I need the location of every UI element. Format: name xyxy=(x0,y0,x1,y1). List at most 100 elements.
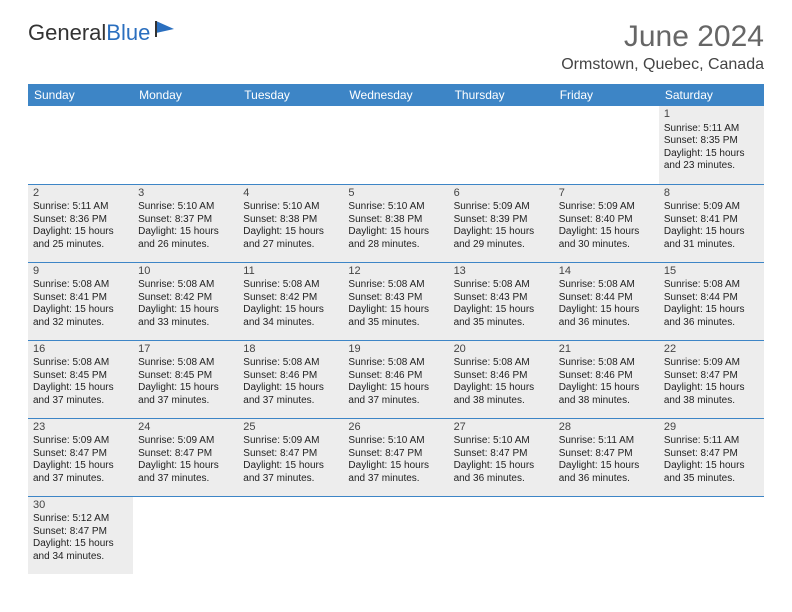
sunrise-text: Sunrise: 5:10 AM xyxy=(243,201,338,214)
sunset-text: Sunset: 8:47 PM xyxy=(664,370,759,383)
calendar-week: 16Sunrise: 5:08 AMSunset: 8:45 PMDayligh… xyxy=(28,340,764,418)
daylight-text: and 35 minutes. xyxy=(348,317,443,330)
day-number: 24 xyxy=(138,421,233,435)
daylight-text: and 35 minutes. xyxy=(454,317,549,330)
sunset-text: Sunset: 8:39 PM xyxy=(454,214,549,227)
day-number: 10 xyxy=(138,265,233,279)
sunset-text: Sunset: 8:42 PM xyxy=(243,292,338,305)
day-number: 9 xyxy=(33,265,128,279)
sunset-text: Sunset: 8:45 PM xyxy=(33,370,128,383)
daylight-text: Daylight: 15 hours xyxy=(33,460,128,473)
sunset-text: Sunset: 8:46 PM xyxy=(243,370,338,383)
calendar-empty-cell xyxy=(449,106,554,184)
calendar-day-cell: 7Sunrise: 5:09 AMSunset: 8:40 PMDaylight… xyxy=(554,184,659,262)
calendar-day-cell: 24Sunrise: 5:09 AMSunset: 8:47 PMDayligh… xyxy=(133,418,238,496)
daylight-text: Daylight: 15 hours xyxy=(243,226,338,239)
sunrise-text: Sunrise: 5:10 AM xyxy=(348,435,443,448)
day-number: 2 xyxy=(33,187,128,201)
sunrise-text: Sunrise: 5:08 AM xyxy=(33,357,128,370)
title-location: Ormstown, Quebec, Canada xyxy=(561,56,764,74)
calendar-day-cell: 15Sunrise: 5:08 AMSunset: 8:44 PMDayligh… xyxy=(659,262,764,340)
sunrise-text: Sunrise: 5:08 AM xyxy=(348,357,443,370)
sunrise-text: Sunrise: 5:10 AM xyxy=(138,201,233,214)
daylight-text: and 37 minutes. xyxy=(138,395,233,408)
daylight-text: Daylight: 15 hours xyxy=(559,226,654,239)
daylight-text: Daylight: 15 hours xyxy=(454,226,549,239)
sunrise-text: Sunrise: 5:08 AM xyxy=(243,279,338,292)
sunset-text: Sunset: 8:43 PM xyxy=(454,292,549,305)
daylight-text: and 33 minutes. xyxy=(138,317,233,330)
daylight-text: Daylight: 15 hours xyxy=(454,304,549,317)
daylight-text: and 37 minutes. xyxy=(33,395,128,408)
calendar-day-cell: 27Sunrise: 5:10 AMSunset: 8:47 PMDayligh… xyxy=(449,418,554,496)
daylight-text: Daylight: 15 hours xyxy=(138,226,233,239)
daylight-text: and 36 minutes. xyxy=(559,317,654,330)
daylight-text: and 26 minutes. xyxy=(138,239,233,252)
sunset-text: Sunset: 8:47 PM xyxy=(348,448,443,461)
sunrise-text: Sunrise: 5:08 AM xyxy=(454,357,549,370)
sunrise-text: Sunrise: 5:09 AM xyxy=(454,201,549,214)
daylight-text: Daylight: 15 hours xyxy=(138,382,233,395)
daylight-text: and 32 minutes. xyxy=(33,317,128,330)
day-number: 1 xyxy=(664,108,759,122)
sunrise-text: Sunrise: 5:08 AM xyxy=(138,279,233,292)
daylight-text: Daylight: 15 hours xyxy=(243,382,338,395)
calendar-week: 2Sunrise: 5:11 AMSunset: 8:36 PMDaylight… xyxy=(28,184,764,262)
daylight-text: Daylight: 15 hours xyxy=(454,382,549,395)
day-number: 18 xyxy=(243,343,338,357)
sunrise-text: Sunrise: 5:08 AM xyxy=(664,279,759,292)
daylight-text: Daylight: 15 hours xyxy=(33,538,128,551)
calendar-empty-cell xyxy=(133,106,238,184)
daylight-text: Daylight: 15 hours xyxy=(33,382,128,395)
sunset-text: Sunset: 8:47 PM xyxy=(559,448,654,461)
daylight-text: and 38 minutes. xyxy=(454,395,549,408)
calendar-empty-cell xyxy=(659,496,764,574)
calendar-day-cell: 11Sunrise: 5:08 AMSunset: 8:42 PMDayligh… xyxy=(238,262,343,340)
day-number: 4 xyxy=(243,187,338,201)
daylight-text: Daylight: 15 hours xyxy=(348,226,443,239)
sunrise-text: Sunrise: 5:11 AM xyxy=(559,435,654,448)
sunrise-text: Sunrise: 5:11 AM xyxy=(33,201,128,214)
calendar-day-cell: 8Sunrise: 5:09 AMSunset: 8:41 PMDaylight… xyxy=(659,184,764,262)
daylight-text: Daylight: 15 hours xyxy=(559,382,654,395)
sunset-text: Sunset: 8:47 PM xyxy=(138,448,233,461)
day-number: 25 xyxy=(243,421,338,435)
sunset-text: Sunset: 8:44 PM xyxy=(559,292,654,305)
calendar-day-cell: 26Sunrise: 5:10 AMSunset: 8:47 PMDayligh… xyxy=(343,418,448,496)
calendar-empty-cell xyxy=(28,106,133,184)
calendar-empty-cell xyxy=(238,106,343,184)
day-number: 13 xyxy=(454,265,549,279)
calendar-day-cell: 13Sunrise: 5:08 AMSunset: 8:43 PMDayligh… xyxy=(449,262,554,340)
calendar-empty-cell xyxy=(343,106,448,184)
sunset-text: Sunset: 8:47 PM xyxy=(243,448,338,461)
calendar-body: 1Sunrise: 5:11 AMSunset: 8:35 PMDaylight… xyxy=(28,106,764,574)
daylight-text: Daylight: 15 hours xyxy=(664,460,759,473)
daylight-text: and 27 minutes. xyxy=(243,239,338,252)
daylight-text: and 37 minutes. xyxy=(348,473,443,486)
calendar-day-cell: 22Sunrise: 5:09 AMSunset: 8:47 PMDayligh… xyxy=(659,340,764,418)
sunset-text: Sunset: 8:41 PM xyxy=(33,292,128,305)
sunset-text: Sunset: 8:46 PM xyxy=(559,370,654,383)
calendar-day-cell: 9Sunrise: 5:08 AMSunset: 8:41 PMDaylight… xyxy=(28,262,133,340)
daylight-text: and 25 minutes. xyxy=(33,239,128,252)
calendar-day-cell: 1Sunrise: 5:11 AMSunset: 8:35 PMDaylight… xyxy=(659,106,764,184)
column-header: Sunday xyxy=(28,84,133,106)
daylight-text: Daylight: 15 hours xyxy=(559,460,654,473)
sunrise-text: Sunrise: 5:08 AM xyxy=(559,357,654,370)
daylight-text: Daylight: 15 hours xyxy=(454,460,549,473)
sunrise-text: Sunrise: 5:08 AM xyxy=(454,279,549,292)
day-number: 30 xyxy=(33,499,128,513)
day-number: 23 xyxy=(33,421,128,435)
daylight-text: and 37 minutes. xyxy=(138,473,233,486)
logo-flag-icon xyxy=(154,19,178,39)
day-number: 22 xyxy=(664,343,759,357)
logo-text-2: Blue xyxy=(106,20,150,46)
sunrise-text: Sunrise: 5:09 AM xyxy=(138,435,233,448)
daylight-text: and 37 minutes. xyxy=(33,473,128,486)
sunset-text: Sunset: 8:47 PM xyxy=(33,448,128,461)
daylight-text: and 38 minutes. xyxy=(664,395,759,408)
calendar-day-cell: 5Sunrise: 5:10 AMSunset: 8:38 PMDaylight… xyxy=(343,184,448,262)
daylight-text: and 31 minutes. xyxy=(664,239,759,252)
calendar-day-cell: 25Sunrise: 5:09 AMSunset: 8:47 PMDayligh… xyxy=(238,418,343,496)
calendar-empty-cell xyxy=(133,496,238,574)
